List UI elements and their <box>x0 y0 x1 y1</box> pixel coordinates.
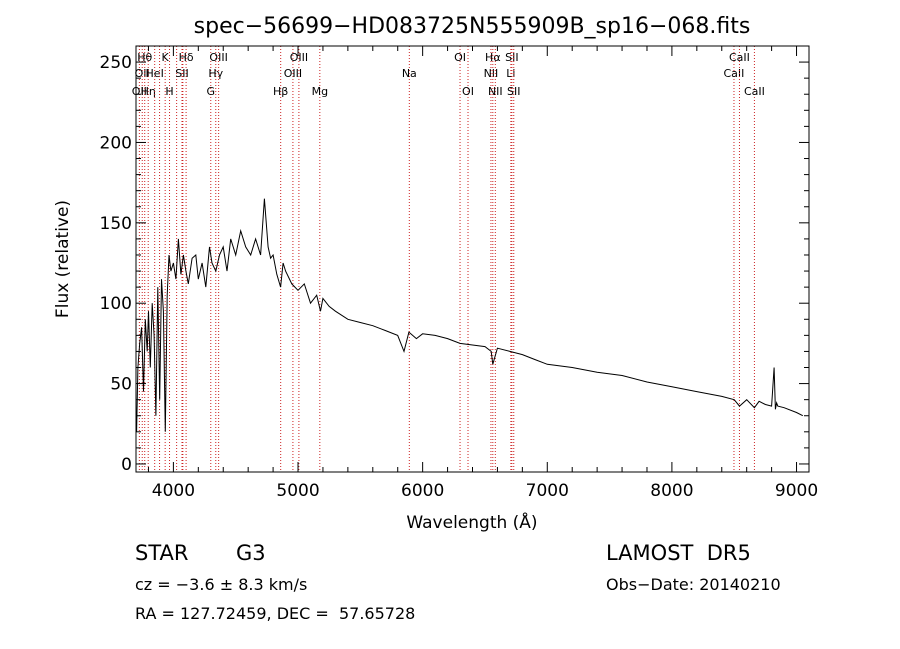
redshift-text: cz = −3.6 ± 8.3 km/s <box>135 575 308 594</box>
line-marker-label: SII <box>505 51 518 64</box>
spectral-subclass: G3 <box>236 541 266 565</box>
line-marker-label: Hγ <box>208 67 223 80</box>
line-marker-label: Li <box>506 67 515 80</box>
x-tick-label: 8000 <box>650 481 693 501</box>
line-marker-label: CaII <box>744 85 765 98</box>
axis-ticks: 4000 5000 6000 7000 8000 9000 0 50 100 150 200 250 <box>100 46 818 501</box>
x-axis-label: Wavelength (Å) <box>406 511 537 533</box>
line-marker-label: G <box>207 85 216 98</box>
x-tick-label: 7000 <box>526 481 569 501</box>
line-marker-label: OI <box>454 51 466 64</box>
chart-title: spec−56699−HD083725N555909B_sp16−068.fit… <box>194 14 751 39</box>
spectral-line-markers: OIIOIIHθHηHeIKHSIIHδGHγOIIIHβOIIIOIIIMgN… <box>132 46 765 472</box>
line-marker-label: OIII <box>284 67 302 80</box>
y-tick-label: 250 <box>100 53 132 73</box>
y-tick-label: 150 <box>100 214 132 234</box>
spectrum-line <box>136 198 804 432</box>
line-marker-label: Hβ <box>273 85 288 98</box>
line-marker-label: Hη <box>141 85 156 98</box>
line-marker-label: Hδ <box>179 51 194 64</box>
line-marker-label: CaII <box>729 51 750 64</box>
line-marker-label: Na <box>402 67 417 80</box>
object-type: STAR <box>135 541 189 565</box>
x-tick-label: 4000 <box>152 481 195 501</box>
x-tick-label: 6000 <box>401 481 444 501</box>
x-tick-label: 5000 <box>276 481 319 501</box>
line-marker-label: OII <box>135 67 150 80</box>
line-marker-label: CaII <box>724 67 745 80</box>
line-marker-label: H <box>165 85 173 98</box>
coordinates-text: RA = 127.72459, DEC = 57.65728 <box>135 604 416 623</box>
line-marker-label: NII <box>488 85 503 98</box>
y-tick-label: 50 <box>110 375 132 395</box>
line-marker-label: Hθ <box>137 51 152 64</box>
line-marker-label: HeI <box>146 67 164 80</box>
plot-frame <box>135 45 810 473</box>
line-marker-label: OIII <box>290 51 308 64</box>
obs-date-text: Obs−Date: 20140210 <box>606 575 781 594</box>
y-tick-label: 200 <box>100 133 132 153</box>
line-marker-label: Mg <box>312 85 328 98</box>
line-marker-label: SII <box>175 67 188 80</box>
x-tick-label: 9000 <box>775 481 818 501</box>
line-marker-label: OIII <box>209 51 227 64</box>
y-tick-label: 0 <box>121 455 132 475</box>
line-marker-label: OI <box>462 85 474 98</box>
survey-name: LAMOST DR5 <box>606 541 751 565</box>
y-tick-label: 100 <box>100 294 132 314</box>
line-marker-label: SII <box>507 85 520 98</box>
line-marker-label: K <box>162 51 170 64</box>
line-marker-label: Hα <box>485 51 501 64</box>
line-marker-label: NII <box>484 67 499 80</box>
y-axis-label: Flux (relative) <box>53 200 73 318</box>
